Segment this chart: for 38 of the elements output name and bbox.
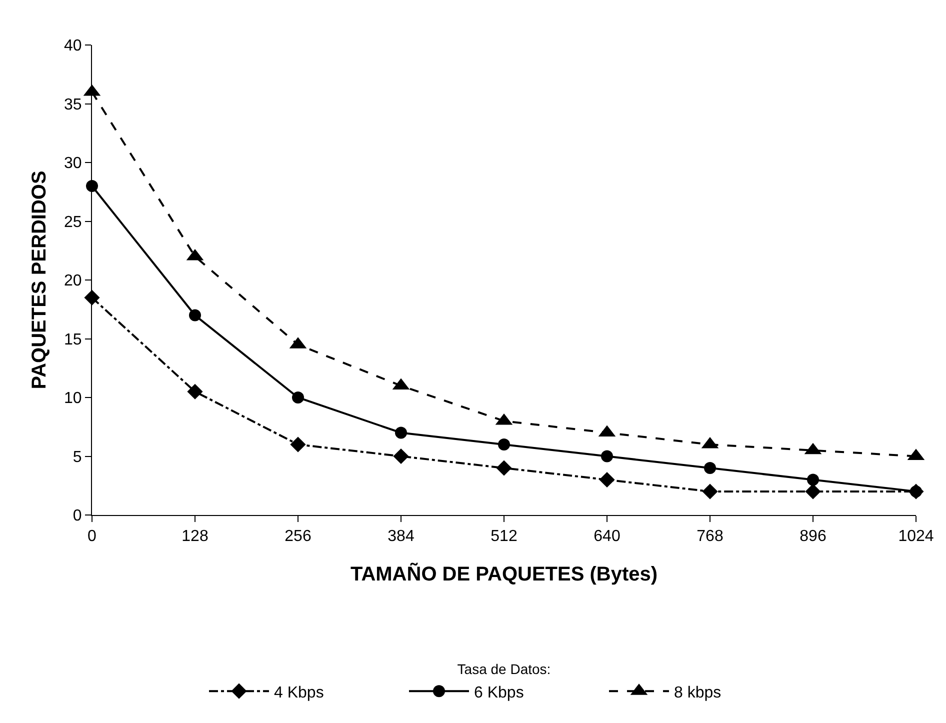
point: [601, 450, 613, 462]
legend-label: 6 Kbps: [474, 684, 524, 702]
point: [290, 436, 306, 452]
y-tick-label: 10: [64, 390, 82, 408]
legend-label: 4 Kbps: [274, 684, 324, 702]
point: [702, 484, 718, 500]
x-tick-label: 512: [490, 528, 518, 546]
x-tick-label: 256: [284, 528, 312, 546]
y-tick-label: 5: [72, 448, 82, 466]
x-tick-label: 640: [594, 528, 620, 546]
point: [496, 460, 512, 476]
x-tick-label: 0: [88, 528, 97, 546]
x-tick-label: 768: [696, 528, 724, 546]
point: [393, 448, 409, 464]
point: [807, 474, 819, 486]
point: [395, 426, 407, 439]
y-tick-label: 25: [64, 214, 82, 231]
x-tick-label: 1024: [898, 528, 934, 546]
x-axis-title: TAMAÑO DE PAQUETES (Bytes): [350, 562, 658, 586]
point: [704, 462, 716, 474]
point: [498, 438, 510, 450]
point: [189, 309, 201, 322]
y-tick-label: 15: [64, 331, 82, 348]
x-tick-label: 896: [800, 528, 826, 546]
y-tick-label: 30: [64, 155, 82, 172]
point: [292, 392, 304, 404]
point: [599, 472, 615, 488]
y-tick-label: 0: [72, 508, 82, 525]
x-tick-label: 384: [388, 528, 414, 546]
x-tick-label: 128: [182, 528, 208, 546]
legend-title: Tasa de Datos:: [457, 661, 551, 678]
point: [187, 384, 203, 400]
y-tick-label: 40: [64, 38, 82, 55]
point: [805, 484, 821, 500]
y-tick-label: 20: [64, 272, 82, 290]
y-axis-title: PAQUETES PERDIDOS: [28, 170, 51, 390]
legend-label: 8 kbps: [674, 684, 722, 702]
y-tick-label: 35: [64, 96, 82, 114]
